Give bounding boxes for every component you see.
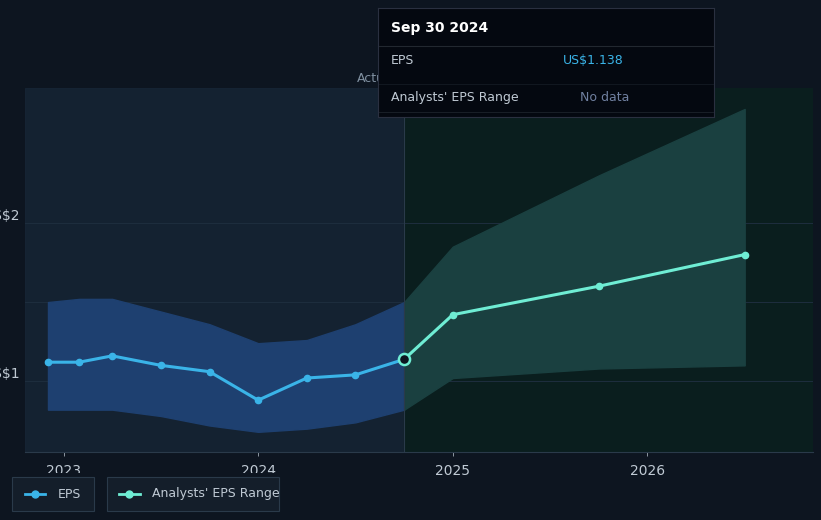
- Text: US$1.138: US$1.138: [563, 54, 623, 67]
- Bar: [404, 88, 813, 452]
- Text: US$1: US$1: [0, 367, 21, 381]
- FancyBboxPatch shape: [12, 477, 94, 512]
- FancyBboxPatch shape: [107, 477, 279, 512]
- Text: Analysts' EPS Range: Analysts' EPS Range: [391, 91, 519, 104]
- Text: Analysts' EPS Range: Analysts' EPS Range: [152, 488, 279, 500]
- Bar: [25, 88, 404, 452]
- Text: No data: No data: [580, 91, 629, 104]
- Text: EPS: EPS: [391, 54, 415, 67]
- Text: EPS: EPS: [57, 488, 80, 500]
- Text: Sep 30 2024: Sep 30 2024: [391, 21, 488, 35]
- Text: US$2: US$2: [0, 209, 21, 223]
- Text: Analysts Forecasts: Analysts Forecasts: [412, 72, 529, 85]
- Text: Actual: Actual: [357, 72, 397, 85]
